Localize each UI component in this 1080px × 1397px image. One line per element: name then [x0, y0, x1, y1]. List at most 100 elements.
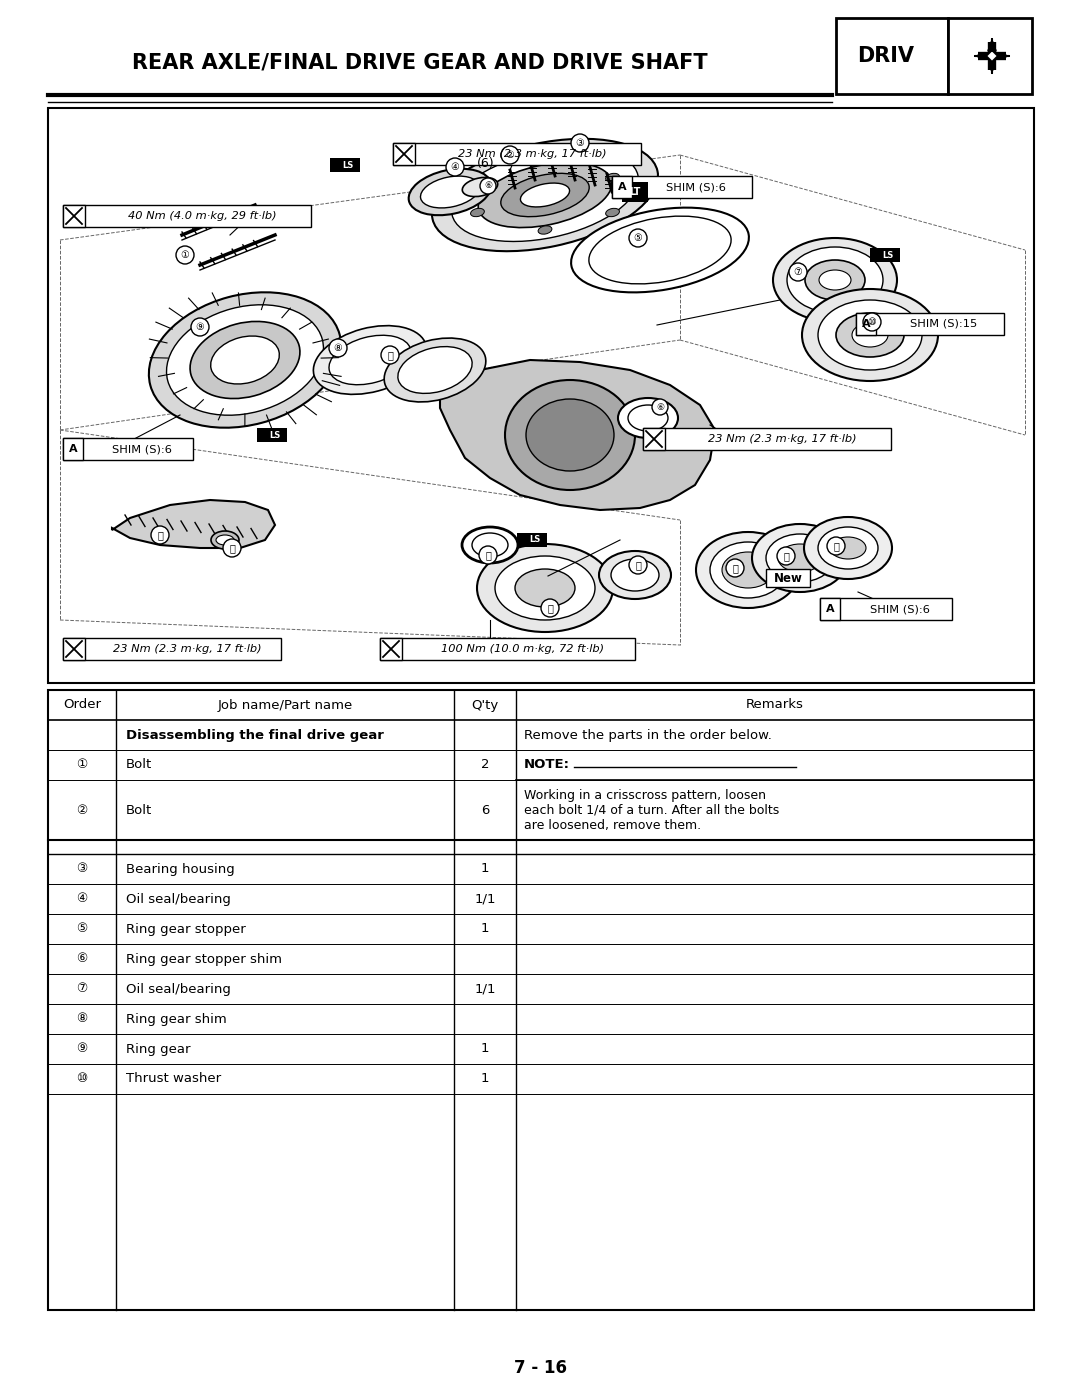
Ellipse shape	[216, 535, 234, 545]
Bar	[330, 158, 360, 172]
Bar	[766, 569, 810, 587]
Text: ⑥: ⑥	[656, 402, 664, 412]
Text: Bolt: Bolt	[126, 759, 152, 771]
Text: 40 Nm (4.0 m·kg, 29 ft·lb): 40 Nm (4.0 m·kg, 29 ft·lb)	[127, 211, 276, 221]
Ellipse shape	[329, 335, 411, 384]
Ellipse shape	[495, 556, 595, 620]
Text: (6): (6)	[477, 156, 495, 169]
Circle shape	[629, 229, 647, 247]
Ellipse shape	[836, 313, 904, 358]
Bar	[948, 18, 1032, 94]
Bar	[380, 638, 635, 659]
Text: 1: 1	[481, 862, 489, 876]
Bar	[257, 427, 287, 441]
Bar	[643, 427, 891, 450]
Bar	[63, 638, 85, 659]
Text: ⑧: ⑧	[334, 344, 342, 353]
Bar	[48, 690, 1034, 1310]
Text: DRIV: DRIV	[856, 46, 914, 66]
Bar	[612, 176, 752, 198]
Ellipse shape	[618, 398, 678, 439]
Ellipse shape	[831, 536, 866, 559]
Text: 1: 1	[481, 1042, 489, 1056]
Ellipse shape	[773, 237, 897, 321]
Text: SHIM (S):6: SHIM (S):6	[870, 604, 930, 615]
Ellipse shape	[472, 534, 508, 557]
Bar	[63, 205, 311, 226]
Ellipse shape	[805, 260, 865, 300]
Text: ⑰: ⑰	[485, 550, 491, 560]
Bar	[820, 598, 951, 620]
Ellipse shape	[166, 305, 324, 415]
Circle shape	[777, 548, 795, 564]
Text: Disassembling the final drive gear: Disassembling the final drive gear	[126, 728, 383, 742]
Text: ⑱: ⑱	[387, 351, 393, 360]
Bar	[820, 598, 840, 620]
Ellipse shape	[819, 270, 851, 291]
Text: ④: ④	[77, 893, 87, 905]
Text: ⑤: ⑤	[634, 233, 643, 243]
Bar	[63, 638, 281, 659]
Text: 1/1: 1/1	[474, 982, 496, 996]
Ellipse shape	[432, 138, 658, 251]
Text: Remove the parts in the order below.: Remove the parts in the order below.	[524, 728, 772, 742]
Bar	[836, 18, 948, 94]
Text: 7 - 16: 7 - 16	[513, 1359, 567, 1377]
Circle shape	[446, 158, 464, 176]
Text: LS: LS	[529, 535, 541, 545]
Text: each bolt 1/4 of a turn. After all the bolts: each bolt 1/4 of a turn. After all the b…	[524, 803, 780, 816]
Circle shape	[827, 536, 845, 555]
Text: ⑯: ⑯	[833, 541, 839, 550]
Ellipse shape	[313, 326, 427, 394]
Ellipse shape	[211, 531, 239, 549]
Text: ⑥: ⑥	[484, 182, 492, 190]
Ellipse shape	[471, 173, 484, 182]
Text: ⑩: ⑩	[77, 1073, 87, 1085]
Bar	[622, 182, 648, 203]
Text: LS: LS	[882, 250, 893, 260]
Circle shape	[176, 246, 194, 264]
Text: NOTE:: NOTE:	[524, 759, 570, 771]
Text: ⑭: ⑭	[732, 563, 738, 573]
Text: ⑩: ⑩	[867, 317, 876, 327]
Ellipse shape	[451, 148, 638, 242]
Polygon shape	[112, 500, 275, 548]
Circle shape	[541, 599, 559, 617]
Text: ②: ②	[505, 149, 514, 161]
Circle shape	[222, 539, 241, 557]
Ellipse shape	[852, 323, 888, 346]
Bar	[48, 108, 1034, 683]
Circle shape	[571, 134, 589, 152]
Ellipse shape	[710, 542, 786, 598]
Text: SHIM (S):6: SHIM (S):6	[666, 182, 726, 191]
Text: ⑧: ⑧	[77, 1013, 87, 1025]
Bar	[380, 638, 402, 659]
Text: Ring gear stopper shim: Ring gear stopper shim	[126, 953, 282, 965]
Bar	[856, 313, 1004, 335]
Text: New: New	[773, 571, 802, 584]
Text: 2: 2	[481, 759, 489, 771]
Text: are loosened, remove them.: are loosened, remove them.	[524, 819, 701, 831]
Ellipse shape	[611, 559, 659, 591]
Bar	[393, 142, 642, 165]
Ellipse shape	[766, 534, 834, 583]
Ellipse shape	[384, 338, 486, 402]
Ellipse shape	[696, 532, 800, 608]
Ellipse shape	[462, 177, 498, 197]
Circle shape	[652, 400, 669, 415]
Text: Ring gear: Ring gear	[126, 1042, 190, 1056]
Bar	[63, 439, 193, 460]
Text: ②: ②	[77, 803, 87, 816]
Text: ③: ③	[576, 138, 584, 148]
Circle shape	[480, 546, 497, 564]
Text: Bearing housing: Bearing housing	[126, 862, 234, 876]
Text: 23 Nm (2.3 m·kg, 17 ft·lb): 23 Nm (2.3 m·kg, 17 ft·lb)	[112, 644, 261, 654]
Ellipse shape	[538, 156, 552, 165]
Text: Oil seal/bearing: Oil seal/bearing	[126, 893, 231, 905]
Text: ①: ①	[180, 250, 189, 260]
Bar	[393, 142, 415, 165]
Ellipse shape	[571, 208, 748, 292]
Text: A: A	[618, 182, 626, 191]
Ellipse shape	[526, 400, 615, 471]
Circle shape	[629, 556, 647, 574]
